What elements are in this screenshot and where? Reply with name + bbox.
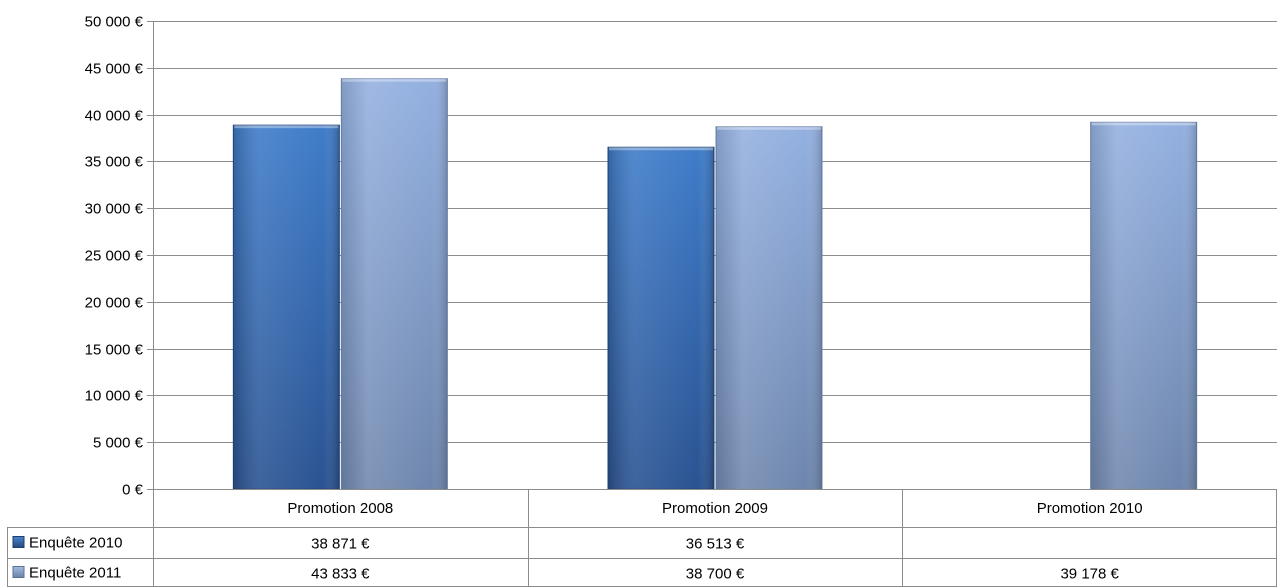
y-tick-label: 45 000 € xyxy=(85,61,144,78)
data-table: Promotion 2008 Promotion 2009 Promotion 20… xyxy=(7,489,1277,587)
y-tick-label: 15 000 € xyxy=(85,342,144,359)
data-table-value: 38 871 € xyxy=(311,536,370,553)
y-tick-label: 5 000 € xyxy=(93,435,144,452)
bar xyxy=(715,126,823,490)
data-table-value: 38 700 € xyxy=(686,566,745,583)
y-tick-label: 35 000 € xyxy=(85,154,144,171)
y-tick-label: 30 000 € xyxy=(85,201,144,218)
x-category-label: Promotion 2009 xyxy=(662,500,768,517)
legend-swatch xyxy=(12,566,25,578)
bar xyxy=(607,146,715,490)
bars xyxy=(232,78,1198,490)
y-tick-label: 0 € xyxy=(122,482,144,499)
y-axis-tick-labels: 0 € 5 000 € 10 000 € 15 000 € 20 000 € 25 000… xyxy=(85,14,144,499)
bar xyxy=(232,124,340,490)
x-category-label: Promotion 2008 xyxy=(287,500,393,517)
legend-series-name: Enquête 2010 xyxy=(29,535,122,552)
bar xyxy=(1090,121,1198,490)
y-tick-label: 25 000 € xyxy=(85,248,144,265)
legend-swatch xyxy=(12,536,25,548)
data-table-value: 43 833 € xyxy=(311,566,370,583)
data-table-value: 39 178 € xyxy=(1060,566,1119,583)
gridlines xyxy=(147,21,1277,490)
legend-series-name: Enquête 2011 xyxy=(29,565,121,582)
y-tick-label: 10 000 € xyxy=(85,388,144,405)
y-tick-label: 40 000 € xyxy=(85,108,144,125)
data-table-value: 36 513 € xyxy=(686,536,745,553)
x-category-label: Promotion 2010 xyxy=(1037,500,1143,517)
bar xyxy=(340,78,448,490)
y-tick-label: 50 000 € xyxy=(85,14,144,31)
y-tick-label: 20 000 € xyxy=(85,295,144,312)
